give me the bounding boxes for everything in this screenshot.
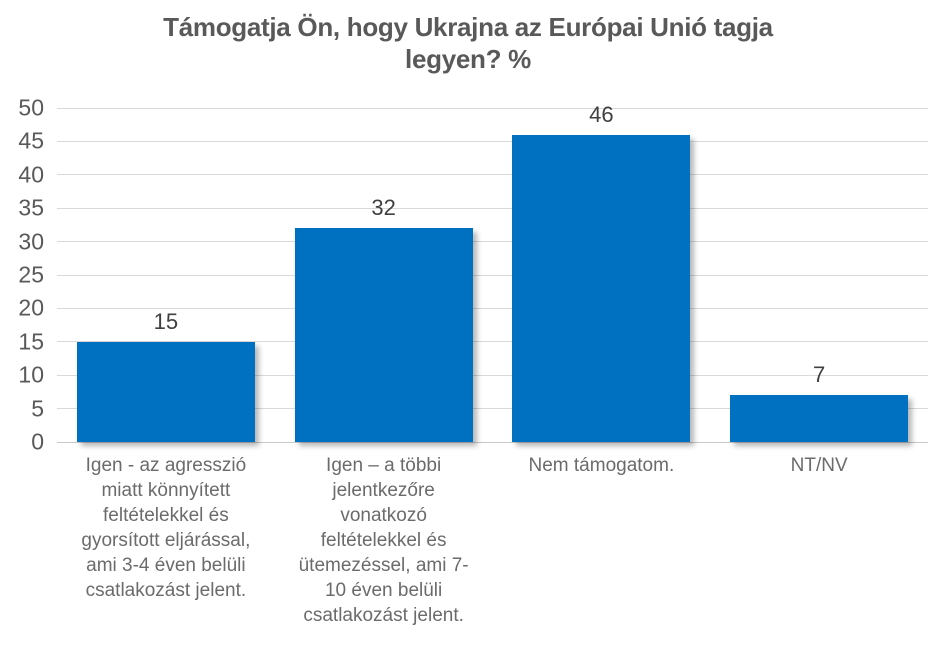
data-label: 7: [813, 362, 826, 388]
data-label: 46: [589, 101, 614, 127]
y-axis-tick-label: 40: [18, 161, 44, 188]
bar: [512, 134, 691, 442]
y-axis-tick-label: 0: [31, 428, 44, 455]
gridline: [57, 341, 928, 343]
category-label: NT/NV: [790, 455, 848, 476]
gridline: [57, 374, 928, 376]
category-label: Nem támogatom.: [528, 455, 675, 476]
category-label: Igen – a többi jelentkezőre vonatkozó fe…: [298, 455, 469, 626]
data-label: 15: [153, 308, 179, 334]
y-axis-tick-label: 30: [18, 228, 44, 255]
bar: [294, 228, 473, 442]
gridline: [57, 274, 928, 276]
y-axis-tick-label: 5: [31, 395, 44, 422]
chart-title: Támogatja Ön, hogy Ukrajna az Európai Un…: [163, 12, 773, 74]
y-axis-tick-label: 15: [18, 328, 44, 355]
y-axis-tick-label: 45: [18, 127, 44, 154]
gridline: [57, 441, 928, 443]
y-axis-tick-label: 35: [18, 194, 44, 221]
gridline: [57, 174, 928, 176]
y-axis-tick-label: 10: [18, 361, 44, 388]
gridline: [57, 107, 928, 109]
gridline: [57, 140, 928, 142]
y-axis-tick-label: 50: [18, 94, 44, 121]
data-label: 32: [371, 195, 396, 221]
bar: [730, 395, 909, 442]
y-axis-tick-label: 20: [18, 294, 44, 321]
gridline: [57, 307, 928, 309]
category-label: Igen - az agresszió miatt könnyített fel…: [81, 455, 251, 601]
gridline: [57, 241, 928, 243]
gridline: [57, 408, 928, 410]
gridline: [57, 207, 928, 209]
bar: [76, 341, 255, 442]
y-axis-tick-label: 25: [18, 261, 44, 288]
